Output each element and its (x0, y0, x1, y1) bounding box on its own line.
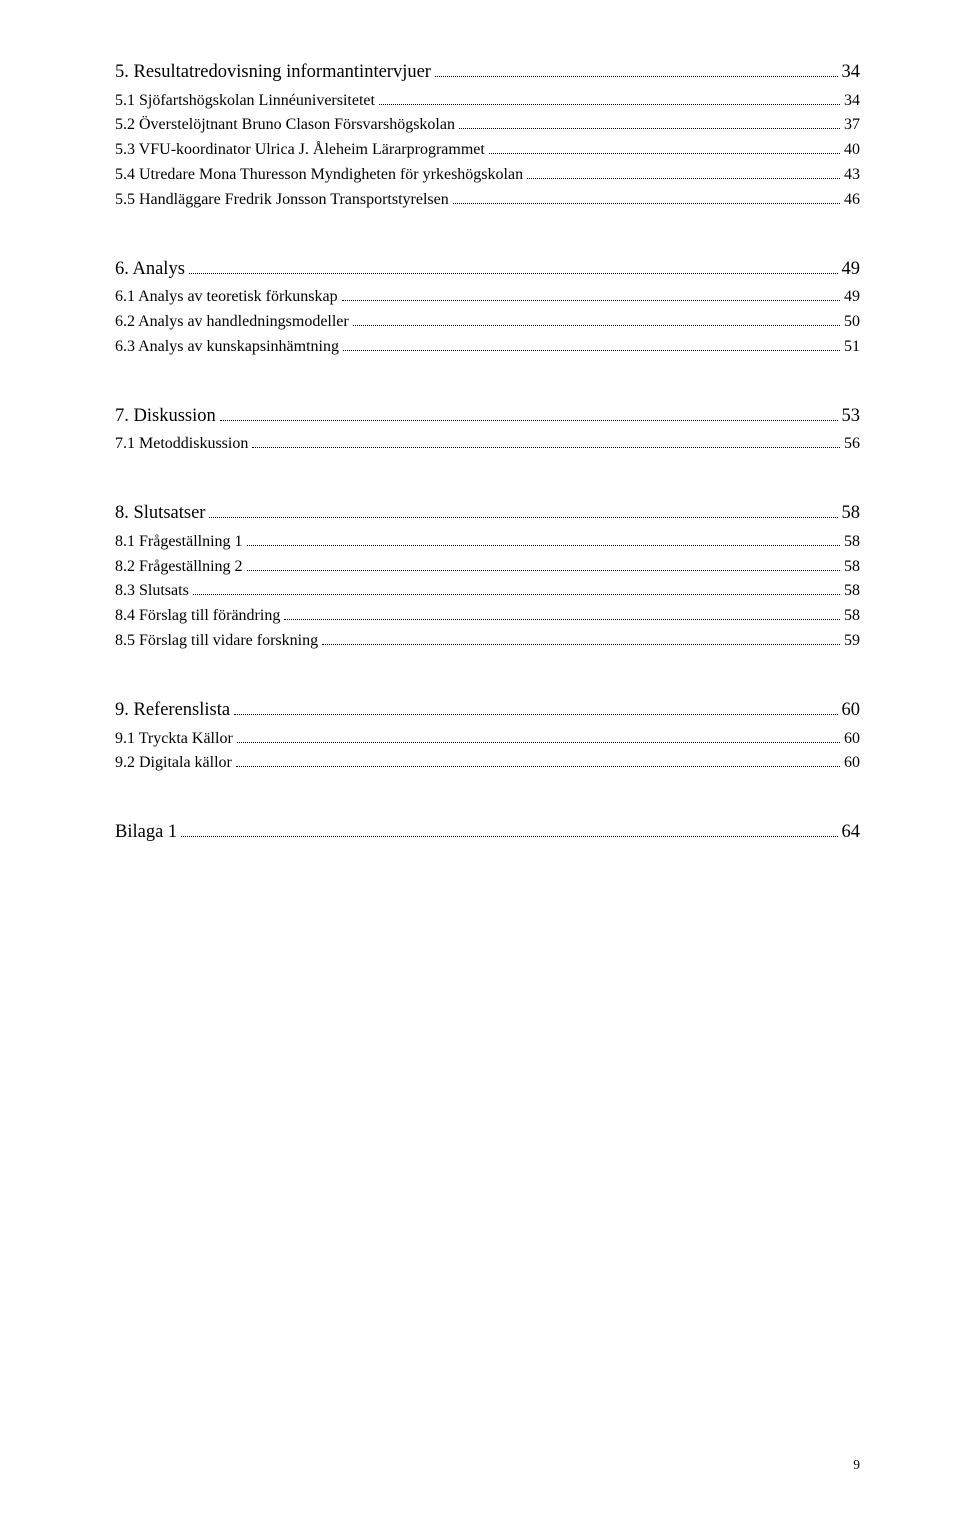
toc-heading: Bilaga 1 64 (115, 818, 860, 847)
toc-dot-leader (342, 289, 840, 302)
toc-item-label: 8.2 Frågeställning 2 (115, 555, 243, 580)
toc-item-page: 51 (844, 335, 860, 360)
toc-heading-page: 60 (842, 696, 861, 725)
toc-heading: 5. Resultatredovisning informantintervju… (115, 58, 860, 87)
toc-dot-leader (284, 607, 840, 620)
toc-dot-leader (527, 166, 840, 179)
toc-dot-leader (181, 824, 837, 837)
toc-dot-leader (435, 64, 838, 77)
toc-item-label: 8.5 Förslag till vidare forskning (115, 629, 318, 654)
toc-dot-leader (379, 92, 840, 105)
toc-heading-page: 34 (842, 58, 861, 87)
toc-item-page: 40 (844, 138, 860, 163)
toc-section-8: 8. Slutsatser 58 8.1 Frågeställning 1 58… (115, 499, 860, 654)
toc-item-label: 8.1 Frågeställning 1 (115, 530, 243, 555)
toc-heading-label: 6. Analys (115, 255, 185, 284)
toc-item: 7.1 Metoddiskussion 56 (115, 432, 860, 457)
toc-item: 6.2 Analys av handledningsmodeller 50 (115, 310, 860, 335)
toc-heading-page: 58 (842, 499, 861, 528)
toc-item-page: 50 (844, 310, 860, 335)
toc-section-bilaga: Bilaga 1 64 (115, 818, 860, 847)
toc-heading-label: 9. Referenslista (115, 696, 230, 725)
toc-item-label: 7.1 Metoddiskussion (115, 432, 248, 457)
toc-dot-leader (220, 408, 838, 421)
toc-dot-leader (252, 436, 840, 449)
toc-dot-leader (193, 583, 840, 596)
toc-heading-page: 49 (842, 255, 861, 284)
toc-item-label: 9.2 Digitala källor (115, 751, 232, 776)
toc-dot-leader (237, 730, 840, 743)
toc-item-page: 58 (844, 555, 860, 580)
toc-dot-leader (489, 141, 840, 154)
toc-item-label: 6.3 Analys av kunskapsinhämtning (115, 335, 339, 360)
toc-item: 8.1 Frågeställning 1 58 (115, 530, 860, 555)
toc-item: 8.5 Förslag till vidare forskning 59 (115, 629, 860, 654)
page-number: 9 (0, 1457, 960, 1473)
toc-heading-page: 53 (842, 402, 861, 431)
toc-item: 8.4 Förslag till förändring 58 (115, 604, 860, 629)
toc-item-page: 58 (844, 530, 860, 555)
toc-dot-leader (247, 558, 840, 571)
toc-heading-label: Bilaga 1 (115, 818, 177, 847)
toc-item-page: 34 (844, 89, 860, 114)
toc-item-label: 8.3 Slutsats (115, 579, 189, 604)
toc-heading: 6. Analys 49 (115, 255, 860, 284)
toc-item: 8.3 Slutsats 58 (115, 579, 860, 604)
toc-section-5: 5. Resultatredovisning informantintervju… (115, 58, 860, 213)
toc-item-label: 8.4 Förslag till förändring (115, 604, 280, 629)
toc-item-label: 5.2 Överstelöjtnant Bruno Clason Försvar… (115, 113, 455, 138)
toc-item-page: 58 (844, 579, 860, 604)
toc-heading-label: 8. Slutsatser (115, 499, 205, 528)
toc-item-label: 6.2 Analys av handledningsmodeller (115, 310, 349, 335)
toc-item-page: 60 (844, 727, 860, 752)
toc-dot-leader (353, 313, 840, 326)
toc-item: 5.2 Överstelöjtnant Bruno Clason Försvar… (115, 113, 860, 138)
toc-item-page: 43 (844, 163, 860, 188)
toc-item: 5.1 Sjöfartshögskolan Linnéuniversitetet… (115, 89, 860, 114)
toc-item: 6.1 Analys av teoretisk förkunskap 49 (115, 285, 860, 310)
toc-item-label: 5.4 Utredare Mona Thuresson Myndigheten … (115, 163, 523, 188)
toc-item: 6.3 Analys av kunskapsinhämtning 51 (115, 335, 860, 360)
toc-heading-label: 7. Diskussion (115, 402, 216, 431)
toc-heading-label: 5. Resultatredovisning informantintervju… (115, 58, 431, 87)
toc-item: 5.4 Utredare Mona Thuresson Myndigheten … (115, 163, 860, 188)
toc-section-7: 7. Diskussion 53 7.1 Metoddiskussion 56 (115, 402, 860, 457)
toc-dot-leader (247, 533, 840, 546)
toc-item-label: 5.3 VFU-koordinator Ulrica J. Åleheim Lä… (115, 138, 485, 163)
toc-item-page: 60 (844, 751, 860, 776)
toc-dot-leader (459, 117, 840, 130)
toc-dot-leader (236, 755, 840, 768)
toc-item: 8.2 Frågeställning 2 58 (115, 555, 860, 580)
toc-dot-leader (209, 505, 837, 518)
toc-dot-leader (234, 702, 837, 715)
toc-heading-page: 64 (842, 818, 861, 847)
toc-item: 9.2 Digitala källor 60 (115, 751, 860, 776)
toc-dot-leader (189, 261, 838, 274)
toc-heading: 8. Slutsatser 58 (115, 499, 860, 528)
toc-dot-leader (322, 632, 840, 645)
toc-item-label: 9.1 Tryckta Källor (115, 727, 233, 752)
toc-item-page: 37 (844, 113, 860, 138)
toc-item: 5.5 Handläggare Fredrik Jonsson Transpor… (115, 188, 860, 213)
toc-heading: 9. Referenslista 60 (115, 696, 860, 725)
toc-dot-leader (343, 338, 840, 351)
toc-dot-leader (453, 191, 840, 204)
toc-item-label: 5.5 Handläggare Fredrik Jonsson Transpor… (115, 188, 449, 213)
toc-item-page: 59 (844, 629, 860, 654)
toc-heading: 7. Diskussion 53 (115, 402, 860, 431)
toc-item: 9.1 Tryckta Källor 60 (115, 727, 860, 752)
toc-item-page: 58 (844, 604, 860, 629)
toc-item-page: 46 (844, 188, 860, 213)
toc-item: 5.3 VFU-koordinator Ulrica J. Åleheim Lä… (115, 138, 860, 163)
toc-item-label: 5.1 Sjöfartshögskolan Linnéuniversitetet (115, 89, 375, 114)
toc-item-label: 6.1 Analys av teoretisk förkunskap (115, 285, 338, 310)
toc-item-page: 49 (844, 285, 860, 310)
toc-section-9: 9. Referenslista 60 9.1 Tryckta Källor 6… (115, 696, 860, 776)
toc-item-page: 56 (844, 432, 860, 457)
toc-section-6: 6. Analys 49 6.1 Analys av teoretisk för… (115, 255, 860, 360)
